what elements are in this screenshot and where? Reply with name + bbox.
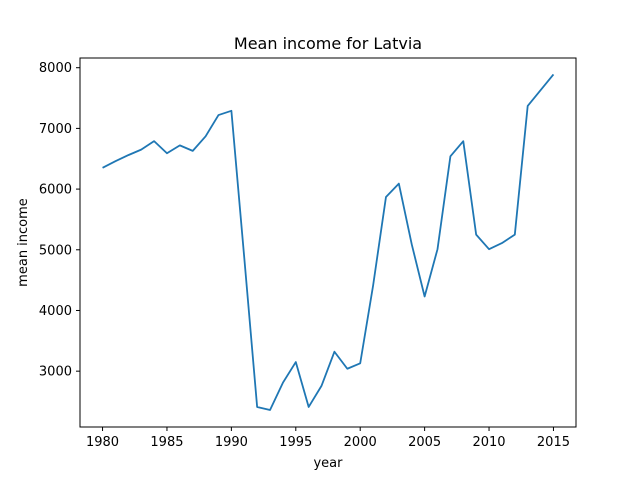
y-tick-label: 7000 — [39, 122, 72, 137]
y-tick-label: 4000 — [39, 304, 72, 319]
x-tick-label: 1980 — [86, 435, 119, 450]
x-axis-label: year — [313, 456, 343, 471]
series-line-mean-income — [102, 73, 555, 411]
x-tick-label: 2005 — [408, 435, 441, 450]
x-tick-label: 1985 — [150, 435, 183, 450]
y-tick-label: 3000 — [39, 365, 72, 380]
y-tick-label: 6000 — [39, 183, 72, 198]
x-tick-label: 2000 — [344, 435, 377, 450]
x-tick-label: 2015 — [537, 435, 570, 450]
y-tick-label: 8000 — [39, 61, 72, 76]
chart-title: Mean income for Latvia — [234, 34, 422, 53]
y-tick-label: 5000 — [39, 243, 72, 258]
y-axis-label: mean income — [16, 198, 31, 287]
x-axis: 1980 1985 1990 1995 2000 2005 2010 2015 — [86, 427, 570, 450]
plot-frame — [79, 57, 577, 428]
y-axis: 3000 4000 5000 6000 7000 8000 — [39, 61, 80, 380]
x-tick-label: 1995 — [279, 435, 312, 450]
x-tick-label: 1990 — [215, 435, 248, 450]
x-tick-label: 2010 — [472, 435, 505, 450]
